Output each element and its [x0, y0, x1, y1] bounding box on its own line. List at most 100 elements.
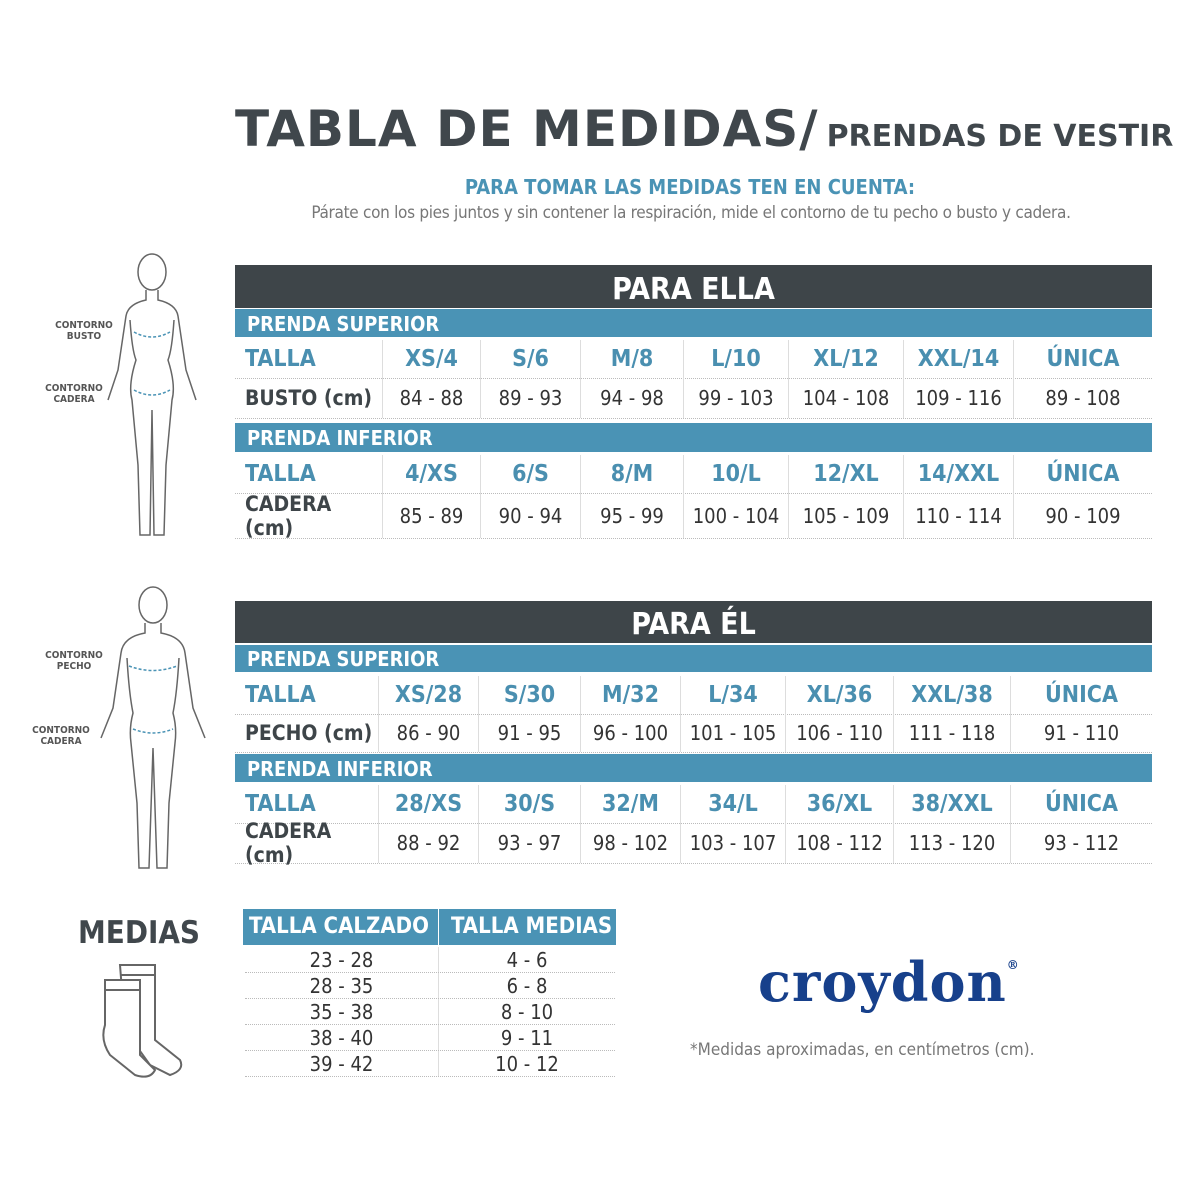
page-title: TABLA DE MEDIDAS/PRENDAS DE VESTIR: [235, 100, 1173, 158]
measure-cell: 93 - 97: [478, 823, 580, 863]
logo-text: croydon: [758, 950, 1007, 1014]
measure-cell: 99 - 103: [683, 378, 788, 418]
measure-cell: 89 - 108: [1013, 378, 1152, 418]
section-header: PARA ÉL: [235, 601, 1152, 643]
measure-cell: 84 - 88: [382, 378, 480, 418]
title-main: TABLA DE MEDIDAS/: [235, 100, 819, 158]
measure-cell: 91 - 95: [478, 714, 580, 752]
talla-label: TALLA: [245, 791, 316, 817]
size-cell: 10/L: [683, 455, 788, 493]
measure-label: CADERA (cm): [245, 491, 332, 540]
socks-header-shoe: TALLA CALZADO: [243, 909, 438, 945]
size-cell: L/10: [683, 340, 788, 378]
size-cell: 8/M: [580, 455, 683, 493]
socks-icon: [102, 964, 183, 1078]
socks-row: 38 - 40 9 - 11: [245, 1025, 615, 1051]
instructions-title: PARA TOMAR LAS MEDIDAS TEN EN CUENTA:: [464, 175, 916, 199]
measure-cell: 88 - 92: [378, 823, 478, 863]
size-row: TALLA 4/XS 6/S 8/M 10/L 12/XL 14/XXL ÚNICA: [235, 455, 1152, 494]
measure-cell: 89 - 93: [480, 378, 580, 418]
measure-cell: 98 - 102: [580, 823, 680, 863]
socks-header-sock: TALLA MEDIAS: [439, 909, 616, 945]
size-cell: XS/28: [378, 676, 478, 714]
size-cell: XXL/14: [903, 340, 1013, 378]
garment-band: PRENDA INFERIOR: [235, 423, 1152, 452]
male-figure-icon: [100, 586, 206, 869]
measure-cell: 95 - 99: [580, 493, 683, 538]
socks-row: 28 - 35 6 - 8: [245, 973, 615, 999]
size-cell: XL/36: [785, 676, 893, 714]
garment-band: PRENDA INFERIOR: [235, 754, 1152, 782]
measure-cell: 106 - 110: [785, 714, 893, 752]
registered-mark: ®: [1006, 958, 1020, 972]
size-cell: S/6: [480, 340, 580, 378]
measure-cell: 90 - 94: [480, 493, 580, 538]
measure-row: PECHO (cm) 86 - 90 91 - 95 96 - 100 101 - 10…: [235, 714, 1152, 753]
measure-cell: 108 - 112: [785, 823, 893, 863]
measure-cell: 90 - 109: [1013, 493, 1152, 538]
size-cell: 6/S: [480, 455, 580, 493]
size-cell: ÚNICA: [1010, 785, 1152, 823]
size-cell: XS/4: [382, 340, 480, 378]
socks-row: 39 - 42 10 - 12: [245, 1051, 615, 1077]
size-cell: M/32: [580, 676, 680, 714]
measure-cell: 103 - 107: [680, 823, 785, 863]
page-subtitle: PRENDAS DE VESTIR: [826, 119, 1174, 154]
measure-row: CADERA (cm) 85 - 89 90 - 94 95 - 99 100 - 10…: [235, 491, 1152, 540]
size-cell: 32/M: [580, 785, 680, 823]
talla-label: TALLA: [245, 346, 316, 372]
sock-size-cell: 8 - 10: [438, 999, 615, 1024]
measure-cell: 100 - 104: [683, 493, 788, 538]
size-cell: M/8: [580, 340, 683, 378]
sock-size-cell: 6 - 8: [438, 973, 615, 998]
measure-label: PECHO (cm): [245, 721, 373, 745]
figure-label-bust: CONTORNO BUSTO: [55, 320, 113, 342]
size-cell: 36/XL: [785, 785, 893, 823]
size-cell: 30/S: [478, 785, 580, 823]
measure-row: CADERA (cm) 88 - 92 93 - 97 98 - 102 103 - 1…: [235, 819, 1152, 867]
size-cell: ÚNICA: [1013, 340, 1152, 378]
measure-row: BUSTO (cm) 84 - 88 89 - 93 94 - 98 99 - 103 1…: [235, 378, 1152, 419]
figure-label-hip: CONTORNO CADERA: [32, 725, 90, 747]
measure-cell: 85 - 89: [382, 493, 480, 538]
talla-label: TALLA: [245, 682, 316, 708]
size-row: TALLA 28/XS 30/S 32/M 34/L 36/XL 38/XXL ÚNICA: [235, 785, 1152, 824]
sock-size-cell: 9 - 11: [438, 1025, 615, 1050]
sock-size-cell: 4 - 6: [438, 947, 615, 972]
croydon-logo: croydon®: [758, 950, 1020, 1014]
size-cell: 14/XXL: [903, 455, 1013, 493]
measure-label: BUSTO (cm): [245, 386, 373, 410]
size-row: TALLA XS/4 S/6 M/8 L/10 XL/12 XXL/14 ÚNICA: [235, 340, 1152, 379]
measure-cell: 101 - 105: [680, 714, 785, 752]
measure-cell: 105 - 109: [788, 493, 903, 538]
measure-cell: 86 - 90: [378, 714, 478, 752]
measure-cell: 111 - 118: [893, 714, 1010, 752]
figure-label-hip: CONTORNO CADERA: [45, 383, 103, 405]
size-row: TALLA XS/28 S/30 M/32 L/34 XL/36 XXL/38 ÚNICA: [235, 676, 1152, 715]
size-cell: ÚNICA: [1013, 455, 1152, 493]
size-cell: S/30: [478, 676, 580, 714]
measure-cell: 109 - 116: [903, 378, 1013, 418]
garment-band: PRENDA SUPERIOR: [235, 309, 1152, 337]
measure-cell: 94 - 98: [580, 378, 683, 418]
socks-row: 35 - 38 8 - 10: [245, 999, 615, 1025]
measure-cell: 104 - 108: [788, 378, 903, 418]
measure-cell: 91 - 110: [1010, 714, 1152, 752]
size-cell: XXL/38: [893, 676, 1010, 714]
garment-band: PRENDA SUPERIOR: [235, 645, 1152, 672]
size-cell: L/34: [680, 676, 785, 714]
measure-cell: 96 - 100: [580, 714, 680, 752]
female-figure-icon: [107, 253, 197, 536]
size-cell: ÚNICA: [1010, 676, 1152, 714]
socks-row: 23 - 28 4 - 6: [245, 947, 615, 973]
measure-cell: 93 - 112: [1010, 823, 1152, 863]
shoe-size-cell: 28 - 35: [309, 973, 374, 998]
sock-size-cell: 10 - 12: [438, 1051, 615, 1076]
size-cell: 28/XS: [378, 785, 478, 823]
measure-cell: 113 - 120: [893, 823, 1010, 863]
shoe-size-cell: 35 - 38: [309, 999, 374, 1024]
footnote: *Medidas aproximadas, en centímetros (cm…: [690, 1040, 1035, 1060]
socks-title: MEDIAS: [78, 915, 201, 951]
talla-label: TALLA: [245, 461, 316, 487]
